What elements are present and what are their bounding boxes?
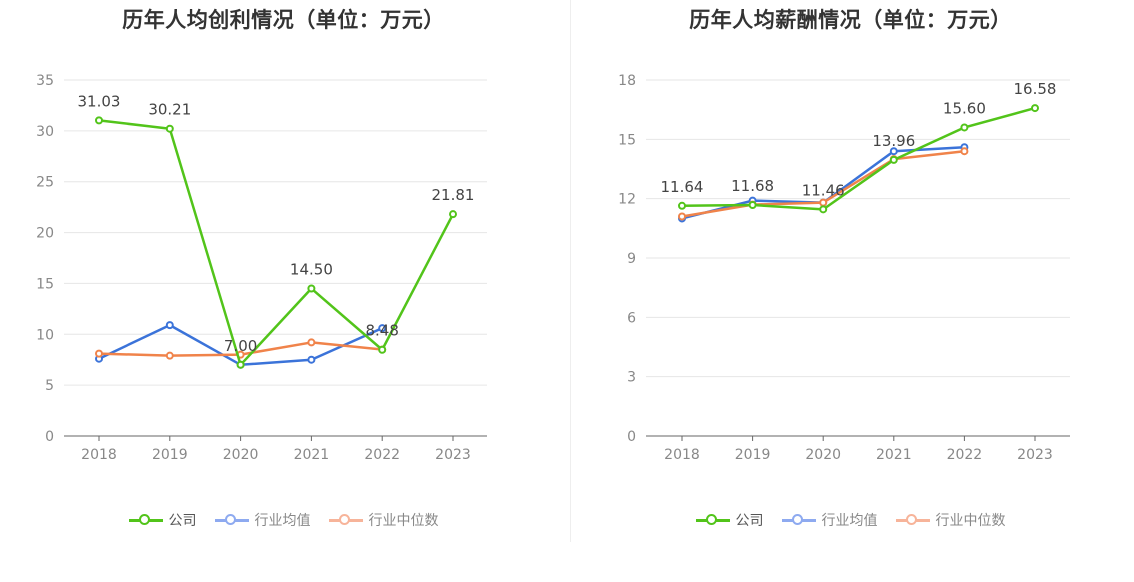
x-tick-label: 2020 — [223, 447, 259, 463]
data-point — [165, 321, 174, 330]
data-point — [165, 124, 174, 133]
legend-item-industry-mean[interactable]: 行业均值 — [214, 510, 311, 530]
data-label: 7.00 — [224, 337, 257, 355]
y-tick-label: 10 — [36, 327, 54, 343]
series-line — [681, 106, 1036, 211]
data-point — [960, 123, 969, 132]
data-label: 21.81 — [432, 186, 475, 204]
x-tick-label: 2019 — [152, 447, 188, 463]
y-tick-label: 15 — [36, 276, 54, 292]
x-tick-label: 2023 — [435, 447, 471, 463]
y-tick-label: 3 — [627, 370, 636, 386]
y-tick-label: 18 — [618, 73, 636, 89]
data-label: 11.64 — [661, 178, 704, 196]
data-point — [95, 349, 103, 358]
x-tick-label: 2018 — [664, 447, 700, 463]
y-tick-label: 9 — [627, 251, 636, 267]
chart-legend: 公司 行业均值 行业中位数 — [567, 510, 1134, 530]
salary-chart-panel: 历年人均薪酬情况（单位：万元） 0 3 6 9 12 15 18 2018 2019 2020 20… — [567, 0, 1134, 582]
y-tick-label: 30 — [36, 124, 54, 140]
data-point — [165, 351, 174, 360]
legend-label: 行业中位数 — [368, 513, 439, 529]
legend-item-industry-median[interactable]: 行业中位数 — [328, 510, 439, 530]
data-point — [307, 355, 316, 364]
data-point — [449, 210, 457, 219]
y-tick-label: 6 — [627, 310, 636, 326]
data-point — [378, 345, 387, 354]
data-label: 16.58 — [1014, 80, 1057, 98]
y-tick-label: 12 — [618, 192, 636, 208]
x-tick-label: 2018 — [81, 447, 117, 463]
data-label: 14.50 — [290, 261, 333, 279]
x-tick-label: 2021 — [876, 447, 912, 463]
data-point — [307, 284, 316, 293]
data-point — [889, 155, 898, 164]
y-tick-label: 0 — [627, 429, 636, 445]
y-tick-label: 35 — [36, 73, 54, 89]
legend-line-icon — [781, 513, 816, 527]
x-tick-label: 2022 — [947, 447, 983, 463]
data-label: 8.48 — [365, 322, 398, 340]
legend-item-industry-median[interactable]: 行业中位数 — [895, 510, 1006, 530]
profit-line-chart: 0 5 10 15 20 25 30 35 2018 2019 2020 2021 2022 2023 31… — [36, 73, 487, 463]
data-point — [819, 198, 828, 207]
data-point — [819, 205, 828, 214]
data-label: 15.60 — [943, 99, 986, 117]
data-point — [678, 201, 686, 210]
y-tick-label: 15 — [618, 132, 636, 148]
salary-line-chart: 0 3 6 9 12 15 18 2018 2019 2020 2021 2022 2023 11.64 1… — [618, 73, 1070, 463]
legend-line-icon — [214, 513, 249, 527]
legend-label: 行业中位数 — [935, 513, 1006, 529]
data-label: 30.21 — [148, 101, 191, 119]
y-tick-label: 5 — [45, 378, 54, 394]
data-point — [960, 147, 969, 156]
legend-item-company[interactable]: 公司 — [695, 510, 764, 530]
y-tick-label: 0 — [45, 429, 54, 445]
x-tick-label: 2021 — [294, 447, 330, 463]
y-tick-label: 25 — [36, 175, 54, 191]
x-tick-label: 2020 — [805, 447, 841, 463]
data-point — [889, 147, 898, 156]
data-point — [678, 212, 686, 221]
chart-title: 历年人均薪酬情况（单位：万元） — [689, 8, 1012, 32]
data-label: 11.68 — [731, 177, 774, 195]
legend-line-icon — [895, 513, 930, 527]
panel-divider — [570, 0, 571, 542]
chart-title: 历年人均创利情况（单位：万元） — [122, 8, 445, 32]
profit-chart-panel: 历年人均创利情况（单位：万元） 0 5 10 15 20 25 30 35 2018 2019 20… — [0, 8, 567, 530]
legend-line-icon — [328, 513, 363, 527]
legend-label: 行业均值 — [254, 513, 311, 529]
data-point — [748, 200, 757, 209]
y-tick-label: 20 — [36, 226, 54, 242]
series-line — [98, 119, 455, 367]
data-point — [1031, 104, 1039, 113]
data-label: 11.46 — [802, 181, 845, 199]
legend-line-icon — [695, 513, 730, 527]
chart-legend: 公司 行业均值 行业中位数 — [0, 510, 567, 530]
legend-item-industry-mean[interactable]: 行业均值 — [781, 510, 878, 530]
data-point — [236, 360, 245, 369]
legend-line-icon — [128, 513, 163, 527]
data-point — [95, 116, 103, 125]
data-label: 13.96 — [872, 132, 915, 150]
legend-label: 公司 — [168, 513, 197, 529]
data-point — [378, 324, 387, 333]
x-tick-label: 2019 — [735, 447, 771, 463]
x-tick-label: 2023 — [1017, 447, 1053, 463]
legend-label: 公司 — [735, 513, 764, 529]
legend-label: 行业均值 — [821, 513, 878, 529]
x-tick-label: 2022 — [364, 447, 400, 463]
legend-item-company[interactable]: 公司 — [128, 510, 197, 530]
data-point — [307, 338, 316, 347]
data-label: 31.03 — [78, 92, 121, 110]
